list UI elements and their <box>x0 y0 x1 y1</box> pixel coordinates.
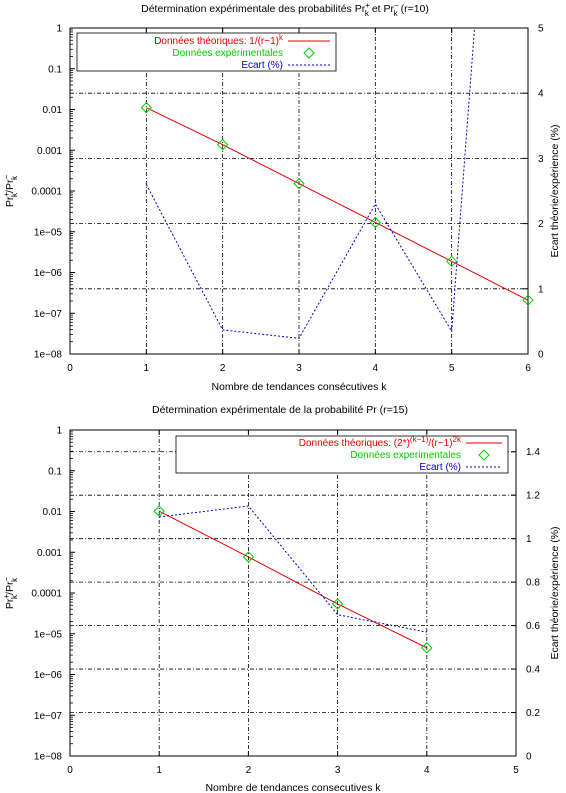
chart-1-title: Détermination expérimentale des probabil… <box>141 1 429 18</box>
x-tick-label: 3 <box>296 363 302 374</box>
series-exp-point <box>293 177 305 190</box>
x-tick-label: 4 <box>373 363 379 374</box>
y2-tick-label: 1.4 <box>526 447 540 458</box>
chart-2-series <box>153 505 433 654</box>
chart-1-legend-ecart-label: Ecart (%) <box>241 60 283 71</box>
x-tick-label: 5 <box>449 363 455 374</box>
y2-tick-label: 1 <box>526 534 532 545</box>
x-tick-label: 0 <box>67 765 73 776</box>
y-tick-label: 0.1 <box>48 466 62 477</box>
y2-tick-label: 0.6 <box>526 621 540 632</box>
chart-2-x-axis-label: Nombre de tendances consecutives k <box>205 782 381 793</box>
chart-2-y-axis-label: Pr+k/Pr−k <box>2 577 19 610</box>
chart-2-grid <box>70 430 516 756</box>
x-tick-label: 4 <box>424 765 430 776</box>
series-exp-point <box>369 216 382 229</box>
chart-2-y2-ticks: 0 0.2 0.4 0.6 0.8 1 1.2 1.4 <box>511 447 540 763</box>
chart-1-legend-theory-label: Données théoriques: 1/(r−1)k <box>154 33 284 47</box>
chart-1-legend-exp-label: Données expérimentales <box>172 48 283 59</box>
chart-1-legend-exp-swatch <box>303 47 315 59</box>
chart-1-grid <box>70 28 528 354</box>
series-exp-point <box>445 255 458 268</box>
x-tick-label: 1 <box>144 363 150 374</box>
chart-2-legend-exp-label: Données experimentales <box>350 450 461 461</box>
y-tick-label: 1 <box>56 426 62 437</box>
chart-2-legend-box <box>175 435 509 474</box>
y-tick-label: 1e−08 <box>34 350 63 361</box>
chart-1: Détermination expérimentale des probabil… <box>2 1 561 393</box>
y-tick-label: 1e−07 <box>34 309 63 320</box>
series-ecart-line <box>145 27 476 339</box>
y2-tick-label: 5 <box>538 24 544 35</box>
y-tick-label: 0.001 <box>37 548 62 559</box>
series-exp-point <box>216 138 229 151</box>
chart-1-y2-ticks: 0 1 2 3 4 5 <box>523 24 544 361</box>
chart-2-legend-theory-label: Données théoriques: (2*)(k−1)/(r−1)2k <box>299 435 462 449</box>
y-tick-label: 0.01 <box>43 105 63 116</box>
y-tick-label: 0.001 <box>37 146 62 157</box>
series-exp-point <box>242 551 255 563</box>
y2-tick-label: 1 <box>538 284 544 295</box>
y-tick-label: 0.0001 <box>31 187 62 198</box>
chart-1-y-ticks: 1 0.1 0.01 0.001 0.0001 1e−05 1e−06 1e−07 1e−08 <box>31 24 75 361</box>
series-theory-line <box>158 510 428 649</box>
series-exp-point <box>140 101 153 114</box>
y-tick-label: 1e−08 <box>34 752 63 763</box>
y2-tick-label: 1.2 <box>526 491 540 502</box>
chart-2-legend-ecart-label: Ecart (%) <box>419 462 461 473</box>
series-theory-line <box>146 107 529 301</box>
y2-tick-label: 0.2 <box>526 708 540 719</box>
y2-tick-label: 0 <box>538 350 544 361</box>
y-tick-label: 1e−06 <box>34 670 63 681</box>
y-tick-label: 0.0001 <box>31 589 62 600</box>
series-exp-point <box>421 642 433 654</box>
x-tick-label: 0 <box>67 363 73 374</box>
y-tick-label: 1e−06 <box>34 268 63 279</box>
y2-tick-label: 4 <box>538 89 544 100</box>
y-tick-label: 1e−05 <box>34 227 63 238</box>
y2-tick-label: 3 <box>538 154 544 165</box>
y2-tick-label: 0.8 <box>526 578 540 589</box>
y-tick-label: 1e−05 <box>34 629 63 640</box>
y-tick-label: 1e−07 <box>34 711 63 722</box>
x-tick-label: 6 <box>525 363 531 374</box>
chart-2-y-ticks: 1 0.1 0.01 0.001 0.0001 1e−05 1e−06 1e−07 1e−08 <box>31 426 75 763</box>
chart-1-series <box>140 27 534 339</box>
y-tick-label: 1 <box>56 24 62 35</box>
series-exp-point <box>331 598 344 610</box>
x-tick-label: 2 <box>246 765 252 776</box>
x-tick-label: 2 <box>220 363 226 374</box>
chart-1-y2-axis-label: Ecart théorie/expérience (%) <box>549 124 561 257</box>
x-tick-label: 1 <box>156 765 162 776</box>
chart-2-legend: Données théoriques: (2*)(k−1)/(r−1)2k Do… <box>175 435 509 474</box>
series-ecart-line <box>159 505 427 633</box>
x-tick-label: 5 <box>513 765 519 776</box>
y-tick-label: 0.01 <box>43 507 63 518</box>
chart-1-legend: Données théoriques: 1/(r−1)k Données exp… <box>76 32 337 72</box>
y-tick-label: 0.1 <box>48 64 62 75</box>
series-exp-point <box>522 294 534 306</box>
chart-1-x-axis-label: Nombre de tendances consécutives k <box>211 381 387 393</box>
chart-2-legend-exp-swatch <box>478 449 490 461</box>
chart-2-title: Détermination expérimentale de la probab… <box>152 404 408 416</box>
chart-2-plot-frame <box>69 429 517 757</box>
series-exp-point <box>153 505 165 517</box>
chart-2-x-ticks: 0 1 2 3 4 5 <box>67 430 519 776</box>
chart-2: Détermination expérimentale de la probab… <box>2 404 561 793</box>
chart-1-x-ticks: 0 1 2 3 4 5 6 <box>67 28 531 374</box>
y2-tick-label: 0 <box>526 752 532 763</box>
chart-1-y-axis-label: Pr+k/Pr−k <box>2 175 19 208</box>
x-tick-label: 3 <box>335 765 341 776</box>
y2-tick-label: 0.4 <box>526 665 540 676</box>
chart-2-y2-axis-label: Ecart théorie/expérience (%) <box>549 526 561 659</box>
y2-tick-label: 2 <box>538 219 544 230</box>
